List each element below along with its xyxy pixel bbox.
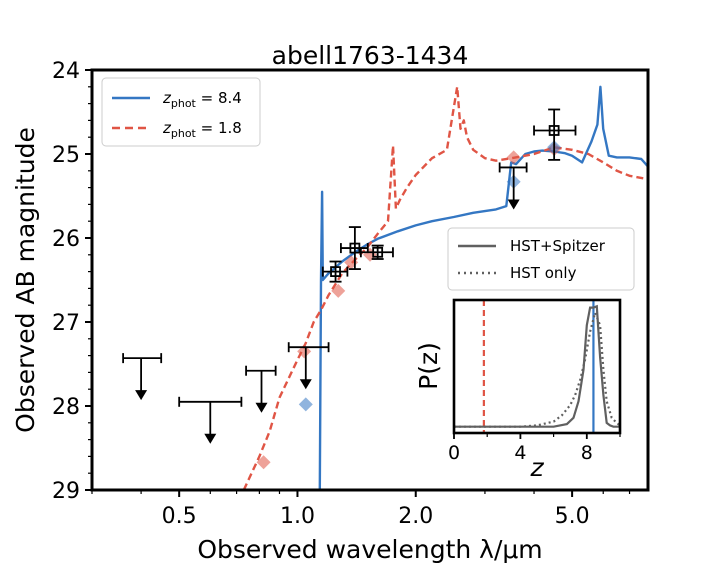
y-tick-label: 29 [52,479,80,504]
chart-title: abell1763-1434 [272,41,469,70]
upper-limit-arrow [507,199,520,210]
y-tick-label: 24 [52,59,80,84]
upper-limit-arrow [135,390,148,401]
y-tick-label: 28 [52,395,80,420]
inset-frame [452,298,622,435]
main-plot-area [122,85,648,490]
inset-x-tick-label: 4 [514,442,526,464]
legend-label-z18: zphot = 1.8 [162,119,242,140]
main-plot-frame [90,68,650,492]
model-point-blue [298,397,313,412]
legend-label-z84: zphot = 8.4 [162,89,242,110]
main-legend: zphot = 8.4 zphot = 1.8 [101,77,261,147]
inset-x-tick-label: 0 [448,442,460,464]
inset-line-hst-only [454,309,620,428]
x-tick-label: 1.0 [280,504,315,529]
y-tick-label: 27 [52,311,80,336]
inset-y-axis-label: P(z) [414,342,443,390]
detection-point [349,242,361,254]
inset-line-hst-spitzer [454,304,620,428]
x-tick-label: 5.0 [555,504,590,529]
upper-limit-arrow [255,402,268,413]
detection-point [330,266,341,278]
main-axes: 24 25 26 27 28 29 0.5 1.0 2.0 5.0 [52,59,631,529]
inset-legend-label-hst-only: HST only [510,264,577,282]
inset-legend: HST+Spitzer HST only [447,227,635,291]
model-point-red [331,283,346,298]
x-tick-label: 2.0 [398,504,433,529]
y-tick-label: 25 [52,143,80,168]
inset-legend-box [447,227,635,291]
upper-limit-arrow [204,433,217,444]
series-line-z18 [242,85,648,490]
inset-background [454,300,620,433]
upper-limit-arrow [299,379,312,390]
y-axis-label: Observed AB magnitude [11,127,40,433]
inset-legend-label-hst-spitzer: HST+Spitzer [510,237,606,255]
inset-x-tick-label: 8 [581,442,593,464]
x-tick-label: 0.5 [162,504,197,529]
y-tick-label: 26 [52,227,80,252]
detection-point [548,125,560,136]
inset-plot: 0 4 8 P(z) z [414,298,622,482]
model-point-red [256,455,271,470]
inset-x-axis-label: z [529,453,544,482]
x-axis-label: Observed wavelength λ/μm [197,535,542,564]
model-point-red [506,150,521,165]
detection-point [372,246,384,258]
